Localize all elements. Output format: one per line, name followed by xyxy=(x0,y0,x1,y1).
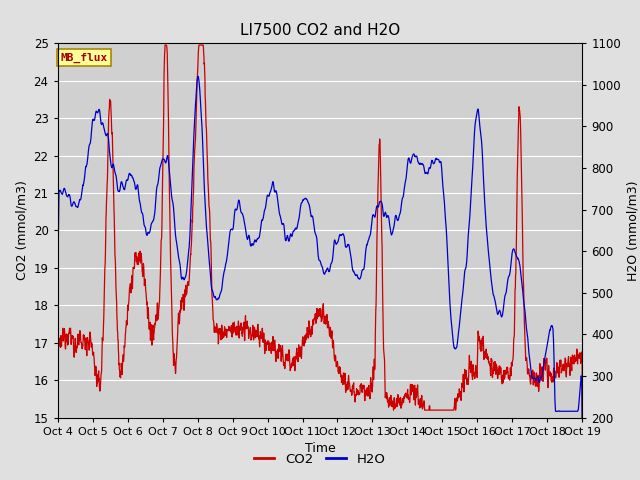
CO2 xyxy=(547,374,555,380)
X-axis label: Time: Time xyxy=(305,442,335,455)
CO2 xyxy=(335,364,343,370)
Line: CO2: CO2 xyxy=(58,45,582,480)
H2O xyxy=(472,114,480,120)
Legend: CO2, H2O: CO2, H2O xyxy=(249,447,391,471)
H2O xyxy=(335,234,343,240)
CO2 xyxy=(200,61,208,67)
Y-axis label: H2O (mmol/m3): H2O (mmol/m3) xyxy=(627,180,640,281)
Title: LI7500 CO2 and H2O: LI7500 CO2 and H2O xyxy=(240,23,400,38)
Text: MB_flux: MB_flux xyxy=(60,53,108,63)
CO2 xyxy=(472,371,480,376)
CO2 xyxy=(161,42,169,48)
Line: H2O: H2O xyxy=(58,76,582,440)
H2O xyxy=(579,437,586,443)
H2O xyxy=(532,378,540,384)
CO2 xyxy=(532,371,540,377)
H2O xyxy=(347,251,355,257)
H2O xyxy=(54,384,61,390)
H2O xyxy=(194,73,202,79)
Y-axis label: CO2 (mmol/m3): CO2 (mmol/m3) xyxy=(15,180,28,280)
H2O xyxy=(200,182,208,188)
CO2 xyxy=(347,388,355,394)
H2O xyxy=(547,324,555,330)
